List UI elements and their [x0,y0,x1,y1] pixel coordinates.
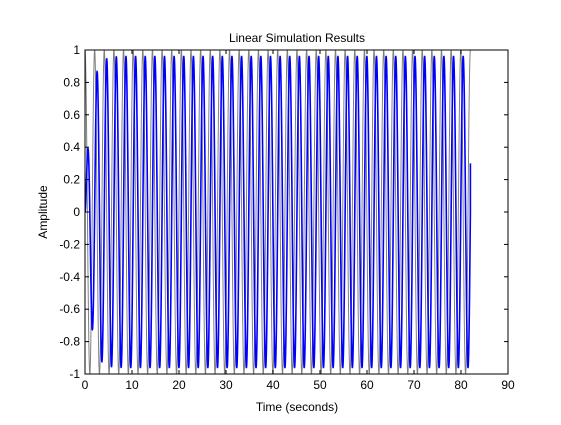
output-response-line [85,55,472,369]
x-tick-label: 70 [407,378,421,392]
x-tick-label: 0 [82,378,89,392]
x-tick-label: 50 [313,378,327,392]
y-tick-label: -1 [69,367,80,381]
y-tick-label: -0.8 [59,335,80,349]
x-tick-label: 30 [219,378,233,392]
y-tick-label: 0.2 [63,173,80,187]
y-axis-label: Amplitude [36,185,50,239]
plot-area: 0 10 20 30 40 50 60 70 80 90 -1 -0.8 -0.6 -0.4 -0.2 0 0.… [59,43,515,392]
y-tick-label: -0.6 [59,302,80,316]
x-tick-label: 80 [454,378,468,392]
y-tick-label: 0.4 [63,140,80,154]
y-tick-label: 0 [73,205,80,219]
x-axis-label: Time (seconds) [256,400,338,414]
y-tick-label: -0.2 [59,237,80,251]
y-tick-label: 0.8 [63,75,80,89]
x-tick-label: 40 [266,378,280,392]
y-tick-label: 0.6 [63,108,80,122]
x-tick-label: 20 [172,378,186,392]
x-tick-label: 60 [360,378,374,392]
y-tick-label: 1 [73,43,80,57]
chart-title: Linear Simulation Results [229,31,365,45]
x-tick-label: 10 [125,378,139,392]
x-tick-label: 90 [501,378,515,392]
y-tick-label: -0.4 [59,270,80,284]
